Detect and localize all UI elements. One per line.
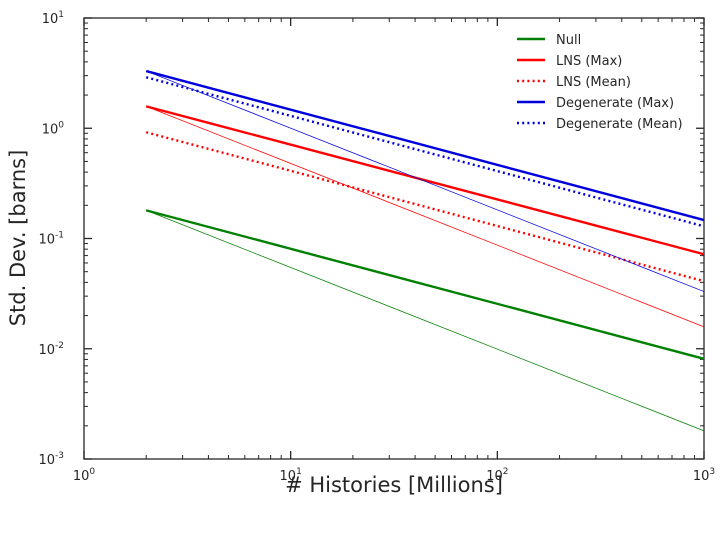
- y-tick-label: 101: [42, 10, 64, 27]
- reference-line-ff0000: [146, 106, 705, 328]
- series-line-null: [145, 209, 705, 360]
- legend-label-degenerate-mean: Degenerate (Mean): [556, 117, 683, 132]
- reference-line-0000dd: [146, 70, 705, 292]
- major-ticks: [83, 17, 705, 460]
- legend-label-degenerate-max: Degenerate (Max): [556, 96, 674, 111]
- series-line-degenerate-max: [145, 69, 705, 222]
- reference-line-008000: [146, 210, 705, 432]
- y-tick-label: 10-2: [38, 341, 64, 358]
- x-axis-label: # Histories [Millions]: [285, 473, 503, 497]
- legend-label-lns-max: LNS (Max): [556, 54, 622, 69]
- x-tick-label: 101: [280, 467, 302, 484]
- x-tick-label: 103: [693, 467, 715, 484]
- y-tick-labels: 10-3 10-2 10-1 100 101: [38, 10, 64, 468]
- legend-label-null: Null: [556, 33, 581, 48]
- y-tick-label: 100: [42, 120, 65, 137]
- y-axis-label: Std. Dev. [barns]: [6, 150, 30, 327]
- series-line-lns-max: [145, 105, 705, 256]
- series-lines: [145, 69, 705, 432]
- legend: Null LNS (Max) LNS (Mean) Degenerate (Max) D…: [517, 33, 683, 132]
- x-tick-label: 100: [73, 467, 96, 484]
- x-tick-label: 102: [486, 467, 508, 484]
- plot-area: [83, 17, 705, 460]
- legend-label-lns-mean: LNS (Mean): [556, 75, 631, 90]
- y-tick-label: 10-3: [38, 451, 64, 468]
- x-tick-labels: 100 101 102 103: [73, 467, 715, 484]
- y-tick-label: 10-1: [38, 231, 64, 248]
- minor-ticks: [84, 18, 704, 459]
